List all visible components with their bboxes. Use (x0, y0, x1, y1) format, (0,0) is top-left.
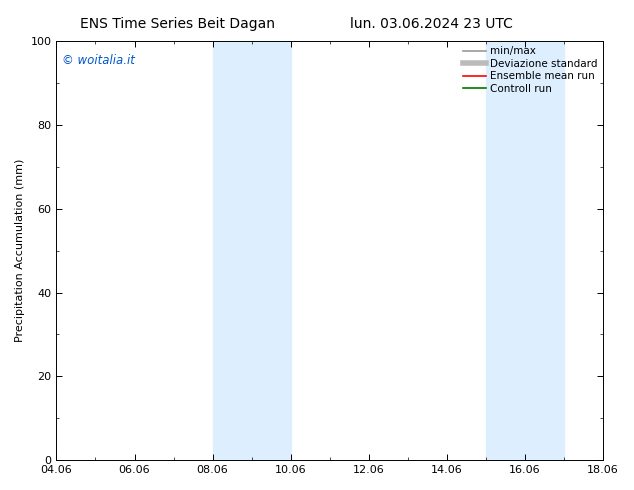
Text: © woitalia.it: © woitalia.it (62, 53, 135, 67)
Legend: min/max, Deviazione standard, Ensemble mean run, Controll run: min/max, Deviazione standard, Ensemble m… (462, 44, 600, 96)
Text: lun. 03.06.2024 23 UTC: lun. 03.06.2024 23 UTC (350, 17, 512, 31)
Y-axis label: Precipitation Accumulation (mm): Precipitation Accumulation (mm) (15, 159, 25, 343)
Bar (486, 41, 564, 460)
Bar (212, 41, 291, 460)
Text: ENS Time Series Beit Dagan: ENS Time Series Beit Dagan (80, 17, 275, 31)
